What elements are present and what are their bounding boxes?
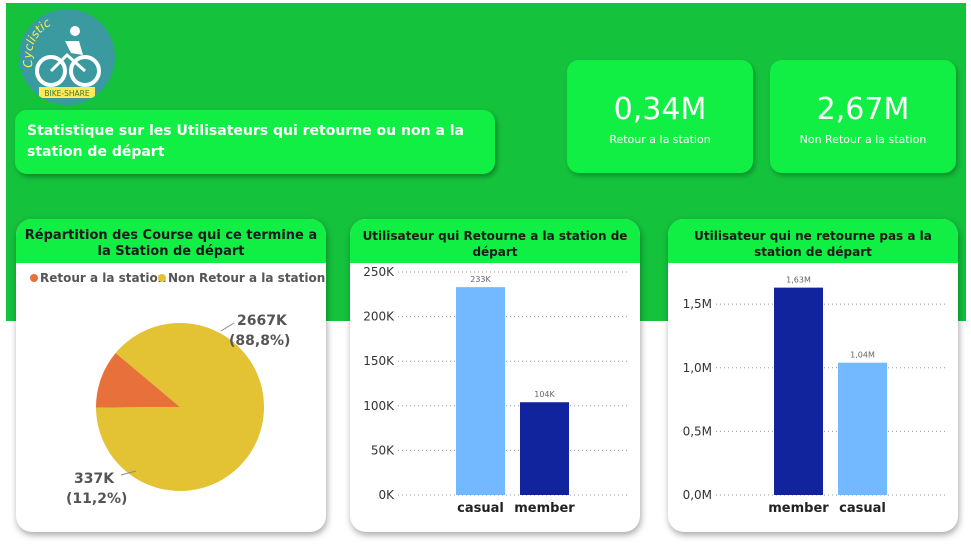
bar-chart-retour-title: Utilisateur qui Retourne a la station de…: [350, 219, 640, 263]
kpi-label: Retour a la station: [609, 133, 711, 146]
bar-chart-non-retour: 0,0M 0,5M 1,0M 1,5M 1,63M member 1,04M casual: [683, 276, 948, 516]
x-tick-label: casual: [839, 501, 886, 516]
x-tick-label: casual: [457, 501, 504, 516]
x-tick-label: member: [768, 501, 829, 516]
kpi-card-non-retour: 2,67M Non Retour a la station: [770, 60, 956, 173]
y-tick-label: 0,0M: [683, 488, 712, 502]
kpi-card-retour: 0,34M Retour a la station: [567, 60, 753, 173]
y-tick-label: 150K: [363, 354, 395, 368]
logo-tagline: BIKE-SHARE: [44, 89, 89, 98]
pie-chart: Retour a la station Non Retour a la stati…: [30, 271, 325, 507]
bar-data-label: 104K: [534, 390, 555, 399]
bar: [456, 287, 505, 495]
bar-data-label: 1,04M: [850, 351, 875, 360]
bar-data-label: 1,63M: [786, 276, 811, 285]
legend-label: Retour a la station: [40, 271, 166, 285]
bar-data-label: 233K: [470, 275, 491, 284]
bar-chart-retour: 0K 50K 100K 150K 200K 250K 233K casual 104K membe…: [363, 265, 630, 516]
y-tick-label: 50K: [371, 443, 395, 457]
page-title-box: Statistique sur les Utilisateurs qui ret…: [15, 110, 495, 174]
cyclistic-logo: Cyclistic BIKE-SHARE: [19, 9, 115, 105]
y-tick-label: 0K: [378, 488, 395, 502]
bar: [520, 402, 569, 495]
bar: [838, 362, 887, 495]
y-tick-label: 200K: [363, 310, 395, 324]
pie-chart-card: Répartition des Course qui ce termine a …: [16, 219, 326, 532]
pie-chart-title: Répartition des Course qui ce termine a …: [16, 219, 326, 263]
leader-line: [120, 470, 137, 476]
pie-percent-label: (11,2%): [66, 491, 127, 507]
y-tick-label: 0,5M: [683, 424, 712, 438]
pie-value-label: 337K: [74, 471, 115, 487]
kpi-value: 2,67M: [816, 92, 910, 127]
page-title: Statistique sur les Utilisateurs qui ret…: [27, 123, 465, 160]
pie-percent-label: (88,8%): [229, 333, 290, 349]
legend-label: Non Retour a la station: [168, 271, 325, 285]
y-tick-label: 100K: [363, 399, 395, 413]
kpi-value: 0,34M: [613, 92, 707, 127]
leader-line: [220, 322, 235, 332]
y-tick-label: 1,5M: [683, 297, 712, 311]
kpi-label: Non Retour a la station: [799, 133, 927, 146]
legend-marker: [30, 274, 38, 282]
bar-chart-retour-card: Utilisateur qui Retourne a la station de…: [350, 219, 640, 532]
pie-value-label: 2667K: [237, 313, 288, 329]
bar-chart-non-retour-card: Utilisateur qui ne retourne pas a la sta…: [668, 219, 958, 532]
y-tick-label: 1,0M: [683, 361, 712, 375]
y-tick-label: 250K: [363, 265, 395, 279]
bar: [774, 287, 823, 495]
x-tick-label: member: [514, 501, 575, 516]
pie-slice: [96, 323, 264, 491]
bar-chart-non-retour-title: Utilisateur qui ne retourne pas a la sta…: [668, 219, 958, 263]
pie-slice: [96, 353, 180, 408]
legend-marker: [158, 274, 166, 282]
